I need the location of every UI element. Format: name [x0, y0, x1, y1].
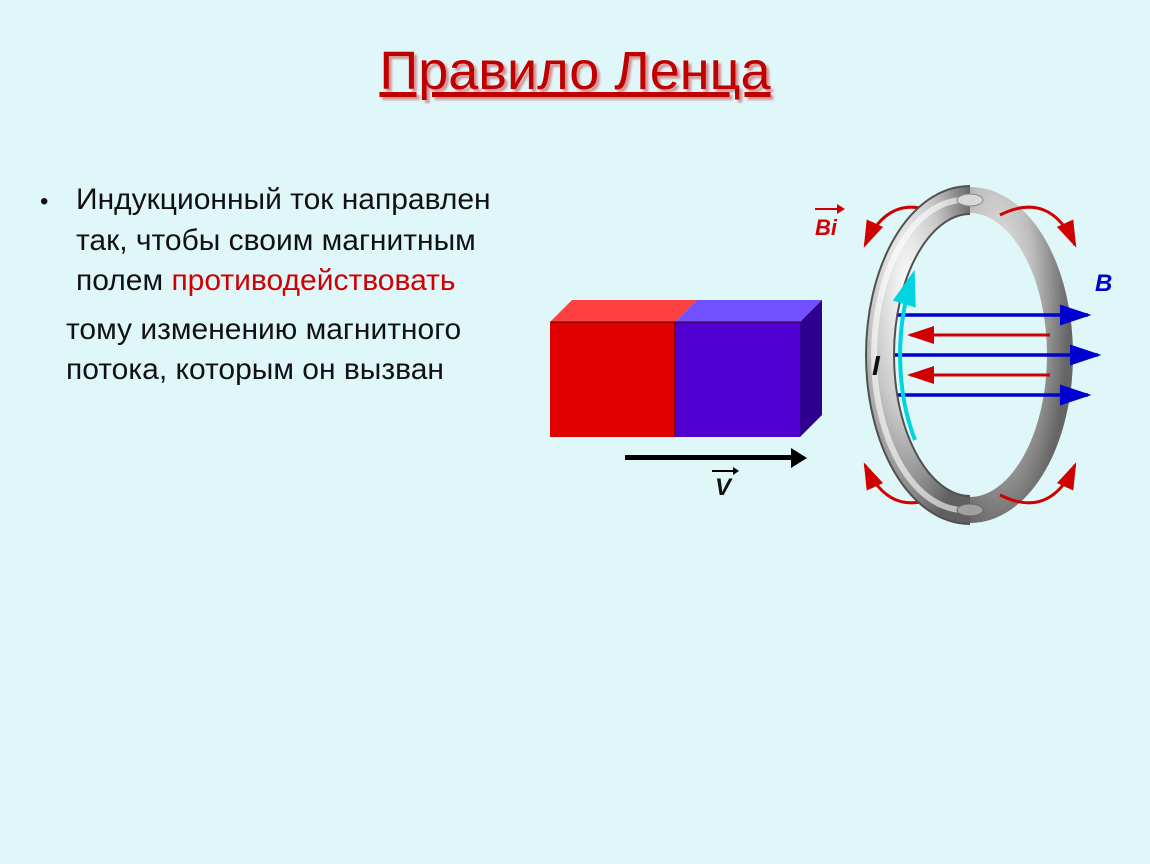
i-label: I	[872, 350, 880, 382]
definition-oppose: противодействовать	[171, 264, 455, 297]
ring-field-svg	[520, 170, 1120, 590]
bullet-dot: •	[40, 186, 48, 218]
velocity-arrow	[625, 455, 795, 460]
page-title: Правило Ленца	[0, 40, 1150, 102]
v-label: V	[715, 474, 731, 502]
lenz-diagram: Bi B	[520, 170, 1120, 590]
v-vector-bar	[712, 470, 734, 472]
definition-line2: тому изменению магнитного потока, которы…	[66, 310, 500, 391]
definition-text: • Индукционный ток направлен так, чтобы …	[40, 180, 500, 391]
